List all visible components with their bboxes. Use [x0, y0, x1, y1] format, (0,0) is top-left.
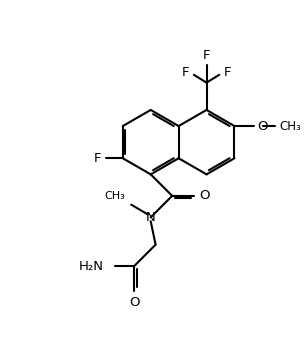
Text: CH₃: CH₃ — [105, 191, 125, 201]
Text: F: F — [94, 152, 101, 165]
Text: O: O — [257, 120, 268, 132]
Text: F: F — [181, 66, 189, 79]
Text: N: N — [146, 211, 156, 224]
Text: CH₃: CH₃ — [279, 120, 301, 132]
Text: H₂N: H₂N — [79, 260, 104, 273]
Text: O: O — [199, 189, 210, 202]
Text: F: F — [203, 49, 210, 62]
Text: O: O — [129, 296, 139, 309]
Text: F: F — [224, 66, 232, 79]
